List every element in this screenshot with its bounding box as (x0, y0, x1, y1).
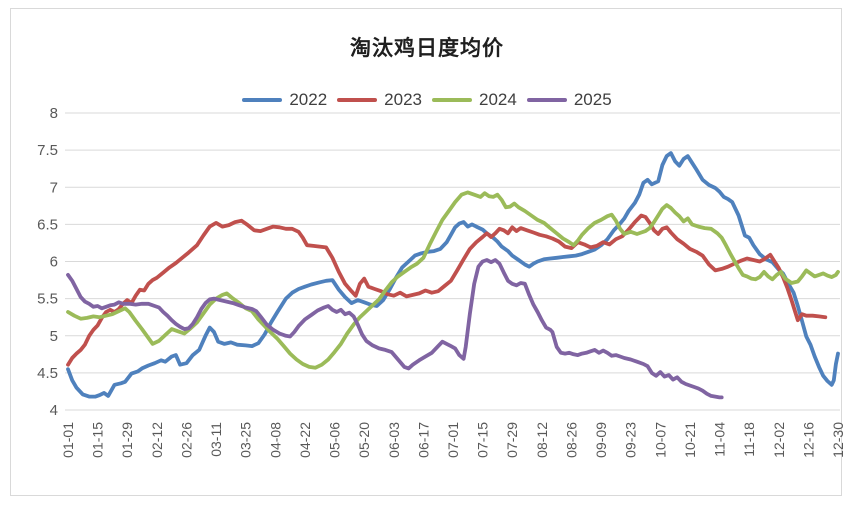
x-axis-label-12-02: 12-02 (771, 422, 787, 458)
x-axis-label-05-06: 05-06 (327, 422, 343, 458)
legend-swatch-2022-icon (242, 98, 283, 102)
chart-border (10, 8, 842, 496)
y-axis-label-5.5: 5.5 (37, 291, 58, 308)
legend-item-2025: 2025 (526, 90, 612, 110)
y-axis-label-4.5: 4.5 (37, 365, 58, 382)
legend-label-2022: 2022 (289, 90, 328, 109)
chart-title: 淘汰鸡日度均价 (350, 37, 504, 60)
legend: 2022 2023 2024 2025 (0, 90, 854, 110)
series-line-2022 (66, 151, 840, 399)
legend-item-2023: 2023 (337, 90, 422, 110)
x-axis-label-07-15: 07-15 (475, 422, 491, 458)
x-axis-label-02-26: 02-26 (178, 422, 194, 458)
x-axis-label-07-29: 07-29 (504, 422, 520, 458)
legend-swatch-2023-icon (337, 98, 378, 102)
x-axis-label-06-03: 06-03 (386, 422, 402, 458)
x-axis-label-10-07: 10-07 (652, 422, 668, 458)
y-axis-label-4: 4 (50, 402, 58, 419)
x-axis-label-12-30: 12-30 (830, 422, 846, 458)
legend-label-2023: 2023 (384, 90, 422, 109)
series-line-2025 (66, 258, 724, 400)
x-axis-label-10-21: 10-21 (682, 422, 698, 458)
series-line-2023 (66, 213, 828, 367)
y-axis-label-8: 8 (50, 105, 58, 122)
x-axis-label-06-17: 06-17 (415, 422, 431, 458)
x-axis-label-01-15: 01-15 (90, 422, 106, 458)
y-axis-label-6: 6 (50, 254, 58, 271)
legend-swatch-2025-icon (526, 98, 567, 102)
legend-item-2024: 2024 (432, 90, 517, 110)
x-axis-label-11-18: 11-18 (741, 422, 757, 457)
x-axis-label-05-20: 05-20 (356, 422, 372, 458)
y-axis-label-7.5: 7.5 (37, 142, 58, 159)
y-axis-label-6.5: 6.5 (37, 216, 58, 233)
x-axis-label-11-04: 11-04 (712, 422, 728, 457)
x-axis-label-12-16: 12-16 (800, 422, 816, 458)
x-axis-label-02-12: 02-12 (149, 422, 165, 458)
x-axis-label-01-29: 01-29 (119, 422, 135, 458)
x-axis-label-07-01: 07-01 (445, 422, 461, 458)
y-axis-label-5: 5 (50, 328, 58, 345)
legend-item-2022: 2022 (242, 90, 327, 110)
x-axis-label-04-08: 04-08 (267, 422, 283, 458)
x-axis-label-08-12: 08-12 (534, 422, 550, 458)
x-axis-label-01-01: 01-01 (60, 422, 76, 458)
x-axis-label-09-23: 09-23 (623, 422, 639, 458)
x-axis-label-03-25: 03-25 (238, 422, 254, 458)
x-axis-label-04-22: 04-22 (297, 422, 313, 458)
legend-swatch-2024-icon (432, 98, 472, 102)
legend-label-2024: 2024 (479, 90, 517, 109)
x-axis-label-03-11: 03-11 (208, 422, 224, 457)
legend-label-2025: 2025 (573, 90, 612, 109)
x-axis-label-08-26: 08-26 (563, 422, 579, 458)
x-axis-label-09-09: 09-09 (593, 422, 609, 458)
series-line-2024 (66, 190, 840, 370)
y-axis-label-7: 7 (50, 179, 58, 196)
